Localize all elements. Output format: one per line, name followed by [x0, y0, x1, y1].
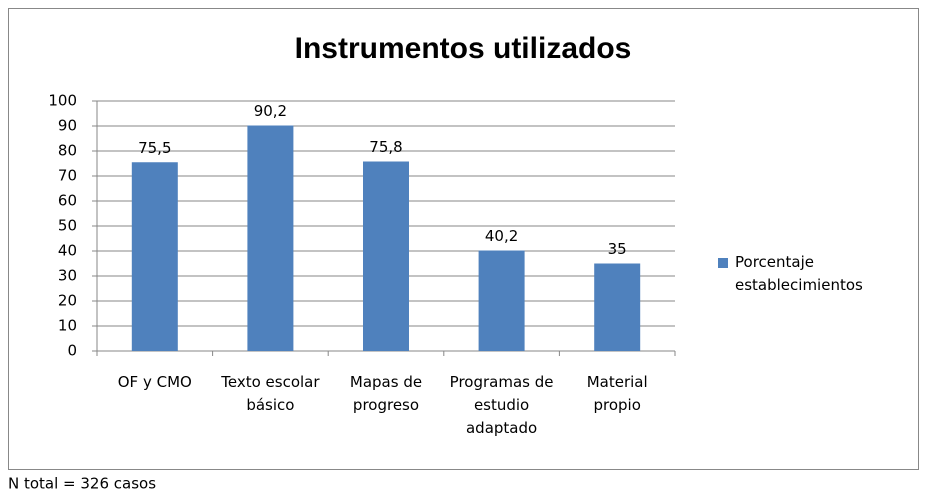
y-tick-label: 50: [58, 217, 77, 235]
x-tick-label: Mapas de progreso: [349, 373, 423, 414]
y-tick-label: 80: [58, 142, 77, 160]
y-tick-label: 10: [58, 317, 77, 335]
y-tick-label: 0: [67, 342, 77, 360]
y-tick-label: 90: [58, 117, 77, 135]
data-label: 35: [608, 240, 627, 258]
bar: [131, 162, 178, 351]
data-label: 75,5: [138, 139, 171, 157]
x-tick-label: Material propio: [586, 373, 648, 414]
y-tick-label: 70: [58, 167, 77, 185]
y-tick-label: 20: [58, 292, 77, 310]
bar: [594, 263, 641, 351]
data-label: 75,8: [369, 138, 402, 156]
y-tick-label: 40: [58, 242, 77, 260]
footnote: N total = 326 casos: [8, 475, 156, 493]
data-label: 90,2: [254, 102, 287, 120]
bar: [247, 125, 294, 351]
legend-swatch: [718, 258, 728, 268]
y-tick-label: 60: [58, 192, 77, 210]
chart-title: Instrumentos utilizados: [295, 32, 632, 65]
x-tick-label: Programas de estudio adaptado: [449, 373, 554, 437]
bar: [363, 161, 409, 351]
y-tick-label: 30: [58, 267, 77, 285]
legend-label: Porcentaje establecimientos: [735, 253, 863, 294]
data-label: 40,2: [485, 227, 518, 245]
bar: [478, 250, 525, 351]
x-tick-label: Texto escolar básico: [221, 373, 320, 414]
y-tick-label: 100: [48, 92, 77, 110]
x-tick-label: OF y CMO: [117, 373, 192, 391]
